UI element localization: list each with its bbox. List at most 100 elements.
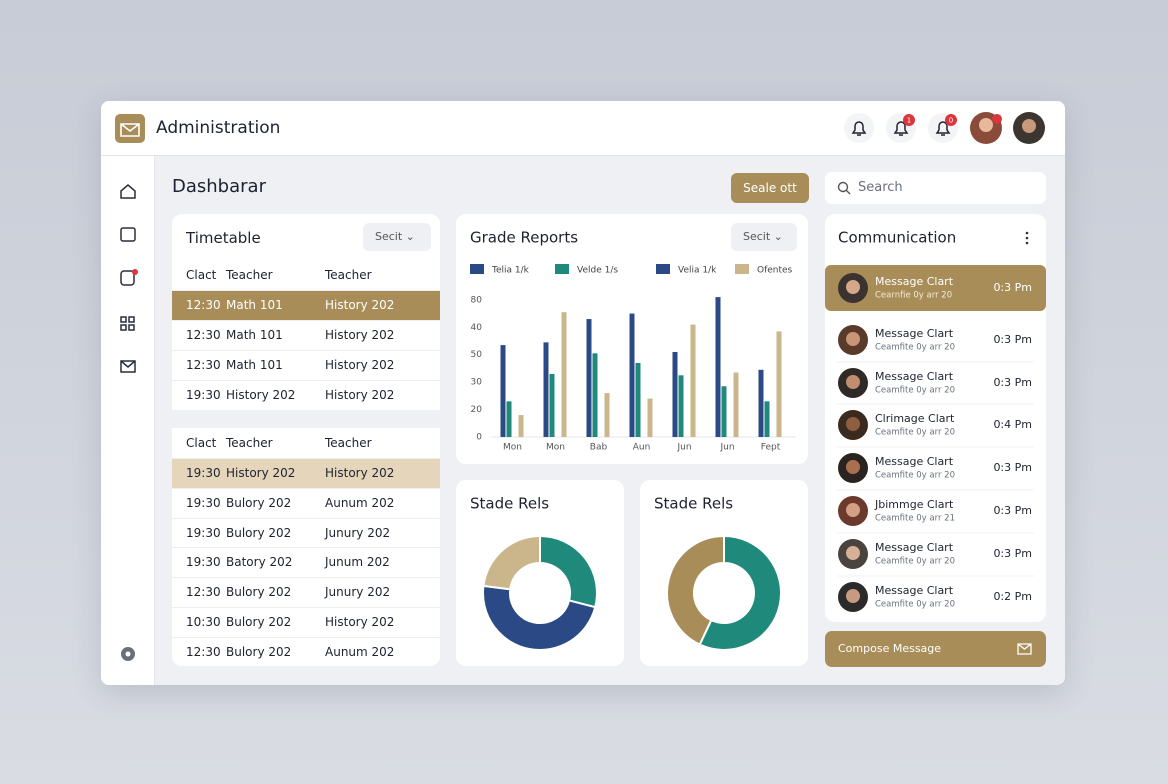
- home-icon[interactable]: [120, 184, 136, 199]
- bar: [629, 313, 635, 437]
- bell-icon: [893, 121, 909, 136]
- table-cell: Math 101: [226, 358, 283, 372]
- legend-label: Telia 1/k: [491, 266, 530, 276]
- calendar-icon[interactable]: [120, 227, 136, 242]
- header-icons: 1 0: [844, 112, 1045, 144]
- message-name: Message Clart: [875, 370, 954, 383]
- avatar-face: [846, 375, 860, 389]
- table-cell: History 202: [325, 615, 395, 629]
- message-time: 0:3 Pm: [993, 461, 1032, 474]
- table-cell: 19:30: [186, 555, 221, 570]
- logo: [115, 114, 145, 143]
- notes-icon[interactable]: [120, 270, 135, 286]
- y-tick-label: 80: [471, 295, 483, 305]
- donut-slice: [698, 534, 782, 651]
- message-highlight: [825, 265, 1046, 311]
- mail-icon[interactable]: [120, 360, 136, 373]
- card-title: Timetable: [186, 229, 261, 247]
- table-header: [172, 428, 440, 458]
- select[interactable]: Secit ⌄: [363, 223, 431, 251]
- message-list: Communication Message Clart Cearnfie 0y a…: [825, 229, 1046, 612]
- column-header: Clact: [186, 436, 217, 450]
- avatar-face: [846, 546, 860, 560]
- table-cell: Bulory 202: [226, 644, 292, 659]
- donut-slice: [666, 534, 725, 646]
- table-cell: 12:30: [186, 298, 221, 312]
- table-row: [172, 487, 440, 518]
- message-time: 0:3 Pm: [993, 333, 1032, 346]
- bar: [518, 415, 524, 437]
- bell-icon: [851, 121, 867, 136]
- badge-text: 0: [949, 117, 953, 125]
- search-placeholder: Search: [858, 180, 903, 195]
- donut-slice: [482, 534, 541, 591]
- search-box[interactable]: Search: [825, 172, 1046, 204]
- message-name: Message Clart: [875, 455, 954, 468]
- x-tick-label: Fept: [761, 443, 781, 453]
- donut-chart: Stade Rels: [470, 495, 598, 651]
- y-tick-label: 40: [471, 323, 483, 333]
- bar: [758, 369, 764, 437]
- message-name: Message Clart: [875, 541, 954, 554]
- message-time: 0:3 Pm: [993, 281, 1032, 294]
- legend-label: Velia 1/k: [678, 266, 717, 276]
- table-cell: Batory 202: [226, 555, 293, 570]
- bar: [635, 362, 641, 437]
- message-sub: Ceamfite 0y arr 21: [875, 514, 955, 524]
- compose-button[interactable]: Compose Message: [825, 631, 1046, 667]
- grade-card: Grade Reports Telia 1/k Velde 1/s Velia 1/k…: [456, 214, 808, 464]
- x-tick-label: Aun: [633, 443, 651, 453]
- badge: [903, 114, 915, 126]
- table-cell: History 202: [226, 388, 296, 402]
- table-cell: Bulory 202: [226, 615, 292, 629]
- table-cell: Math 101: [226, 328, 283, 342]
- column-header: Teacher: [325, 436, 372, 450]
- message-sub: Ceamfite 0y arr 20: [875, 600, 955, 610]
- x-tick-label: Mon: [546, 443, 565, 453]
- message-name: Jbimmge Clart: [874, 498, 954, 511]
- avatar-face: [846, 503, 860, 517]
- table-gap: [172, 410, 440, 428]
- more-icon[interactable]: [1025, 231, 1029, 245]
- table-cell: 12:30: [186, 358, 221, 372]
- y-tick-label: 20: [471, 405, 483, 415]
- bar: [586, 319, 592, 437]
- table-cell: Junury 202: [325, 525, 391, 540]
- legend-label: Velde 1/s: [577, 266, 618, 276]
- sidebar: [101, 156, 155, 685]
- table-cell: History 202: [325, 466, 395, 480]
- table-cell: History 202: [226, 466, 296, 480]
- column-header: Teacher: [325, 268, 372, 282]
- table-cell: Aunum 202: [325, 495, 395, 510]
- table-cell: 19:30: [186, 466, 221, 480]
- select[interactable]: Secit ⌄: [731, 223, 797, 251]
- sidebar-dot: [132, 269, 138, 275]
- message-sub: Ceamfite 0y arr 20: [875, 343, 955, 353]
- message-sub: Ceamfite 0y arr 20: [875, 471, 955, 481]
- donut-chart: Stade Rels: [654, 495, 782, 651]
- search-icon: [837, 181, 851, 195]
- bar: [776, 331, 782, 437]
- bar: [672, 351, 678, 437]
- table-row: [172, 320, 440, 350]
- table-cell: Bulory 202: [226, 585, 292, 600]
- bar: [764, 401, 770, 437]
- select-text: Secit: [375, 230, 403, 243]
- bar: [678, 375, 684, 437]
- table-cell: History 202: [325, 298, 395, 312]
- column-header: Clact: [186, 268, 217, 282]
- table-cell: 19:30: [186, 388, 221, 402]
- table-cell: Bulory 202: [226, 525, 292, 540]
- column-header: Teacher: [226, 436, 273, 450]
- table-cell: Junum 202: [325, 555, 390, 570]
- message-sub: Ceamfite 0y arr 20: [875, 557, 955, 567]
- table-cell: Junury 202: [325, 585, 391, 600]
- bell-bg[interactable]: [844, 113, 874, 143]
- apps-icon[interactable]: [120, 316, 135, 331]
- action-button[interactable]: Seale ott: [731, 173, 809, 203]
- card-title: Grade Reports: [470, 229, 578, 247]
- table-header: [172, 260, 440, 290]
- avatar-face: [846, 280, 860, 294]
- message-time: 0:4 Pm: [993, 418, 1032, 431]
